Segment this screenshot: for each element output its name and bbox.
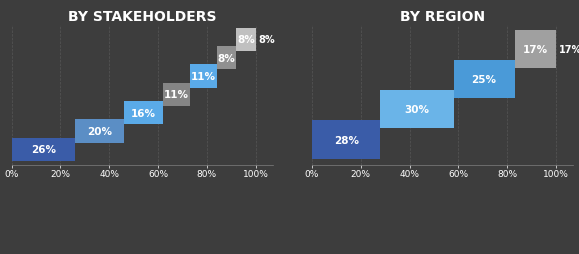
FancyBboxPatch shape bbox=[12, 138, 75, 162]
Text: 17%: 17% bbox=[559, 44, 579, 55]
Title: BY STAKEHOLDERS: BY STAKEHOLDERS bbox=[68, 10, 217, 24]
FancyBboxPatch shape bbox=[190, 65, 217, 88]
FancyBboxPatch shape bbox=[453, 60, 515, 99]
FancyBboxPatch shape bbox=[75, 120, 124, 143]
Text: 11%: 11% bbox=[164, 90, 189, 100]
FancyBboxPatch shape bbox=[217, 47, 236, 70]
Text: 26%: 26% bbox=[31, 145, 56, 155]
Title: BY REGION: BY REGION bbox=[400, 10, 485, 24]
Text: 8%: 8% bbox=[218, 53, 235, 63]
FancyBboxPatch shape bbox=[515, 30, 556, 69]
Text: 16%: 16% bbox=[131, 108, 156, 118]
FancyBboxPatch shape bbox=[124, 102, 163, 125]
FancyBboxPatch shape bbox=[163, 83, 190, 106]
FancyBboxPatch shape bbox=[236, 28, 256, 52]
Text: 20%: 20% bbox=[87, 126, 112, 137]
FancyBboxPatch shape bbox=[380, 91, 453, 129]
Text: 8%: 8% bbox=[237, 35, 255, 45]
Text: 8%: 8% bbox=[258, 35, 275, 45]
Text: 30%: 30% bbox=[405, 105, 430, 115]
Text: 25%: 25% bbox=[472, 75, 497, 85]
Text: 28%: 28% bbox=[334, 135, 358, 145]
Text: 11%: 11% bbox=[190, 72, 216, 82]
Text: 17%: 17% bbox=[523, 44, 548, 55]
FancyBboxPatch shape bbox=[312, 121, 380, 159]
